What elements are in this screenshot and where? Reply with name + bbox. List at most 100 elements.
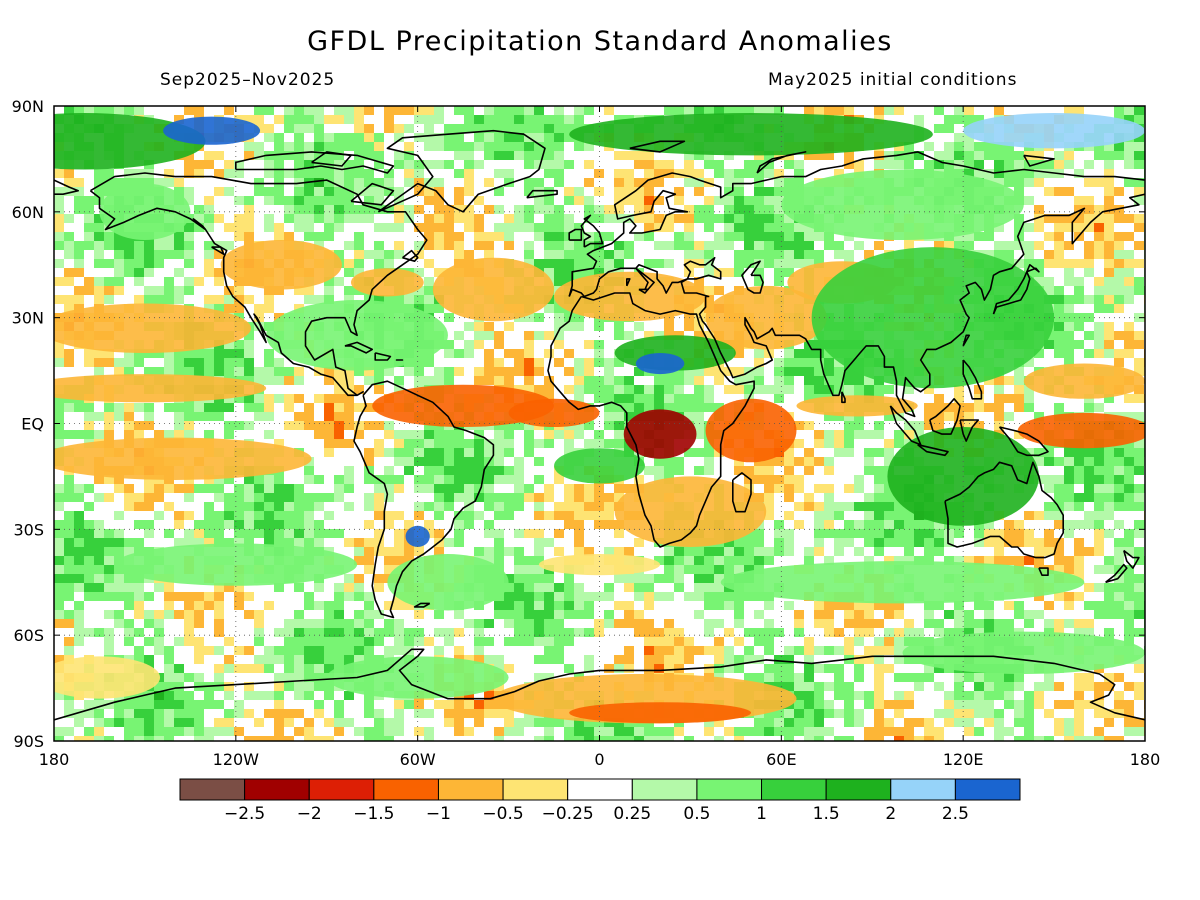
field-cell [524,214,535,224]
field-cell [354,376,365,386]
field-cell [414,250,425,260]
field-cell [784,250,795,260]
field-cell [104,286,115,296]
field-cell [1074,169,1085,179]
field-cell [1054,250,1065,260]
field-cell [454,241,465,251]
field-cell [624,232,635,242]
field-cell [574,331,585,341]
field-cell [684,232,695,242]
field-cell [294,160,305,170]
field-cell [514,448,525,458]
field-cell [824,466,835,476]
field-cell [574,196,585,206]
field-cell [764,169,775,179]
field-cell [304,511,315,521]
field-cell [464,151,475,161]
field-cell [304,430,315,440]
field-cell [264,133,275,143]
field-cell [384,124,395,134]
field-cell [734,358,745,368]
field-cell [884,241,895,251]
field-cell [284,214,295,224]
field-cell [884,115,895,125]
field-cell [734,277,745,287]
field-cell [654,160,665,170]
field-cell [964,412,975,422]
field-cell [554,502,565,512]
field-cell [804,151,815,161]
field-cell [94,511,105,521]
field-cell [434,241,445,251]
field-cell [874,466,885,476]
field-cell [494,250,505,260]
field-cell [444,187,455,197]
field-cell [414,286,425,296]
field-cell [724,277,735,287]
field-cell [224,241,235,251]
field-cell [394,151,405,161]
field-cell [944,151,955,161]
field-cell [504,493,515,503]
field-cell [734,349,745,359]
field-cell [1054,241,1065,251]
field-cell [484,340,495,350]
field-cell [214,169,225,179]
field-cell [1124,106,1135,116]
field-cell [304,106,315,116]
field-cell [1134,439,1145,449]
field-cell [1004,178,1015,188]
field-cell [634,187,645,197]
field-cell [564,241,575,251]
field-cell [774,106,785,116]
field-cell [414,151,425,161]
field-cell [714,214,725,224]
field-cell [524,340,535,350]
field-cell [634,475,645,485]
field-cell [74,268,85,278]
field-cell [144,358,155,368]
field-cell [864,421,875,431]
field-cell [764,376,775,386]
field-cell [364,475,375,485]
field-cell [354,493,365,503]
field-cell [134,295,145,305]
field-cell [504,160,515,170]
field-cell [934,385,945,395]
field-cell [384,457,395,467]
field-cell [454,250,465,260]
field-cell [1064,178,1075,188]
field-cell [364,106,375,116]
field-cell [854,385,865,395]
field-cell [474,160,485,170]
field-cell [624,178,635,188]
field-cell [544,340,555,350]
field-cell [384,259,395,269]
field-cell [1014,250,1025,260]
field-cell [374,223,385,233]
field-cell [364,178,375,188]
field-cell [734,259,745,269]
field-cell [204,205,215,215]
field-cell [494,151,505,161]
field-cell [314,367,325,377]
field-cell [554,250,565,260]
field-cell [434,304,445,314]
field-cell [1094,277,1105,287]
field-cell [704,295,715,305]
field-cell [444,259,455,269]
field-cell [694,259,705,269]
field-cell [524,430,535,440]
field-cell [1054,448,1065,458]
field-cell [384,133,395,143]
field-cell [814,376,825,386]
field-cell [194,367,205,377]
field-cell [304,232,315,242]
field-cell [764,358,775,368]
field-cell [664,178,675,188]
field-cell [224,394,235,404]
field-cell [94,403,105,413]
field-cell [974,142,985,152]
field-cell [1074,196,1085,206]
field-cell [1004,160,1015,170]
